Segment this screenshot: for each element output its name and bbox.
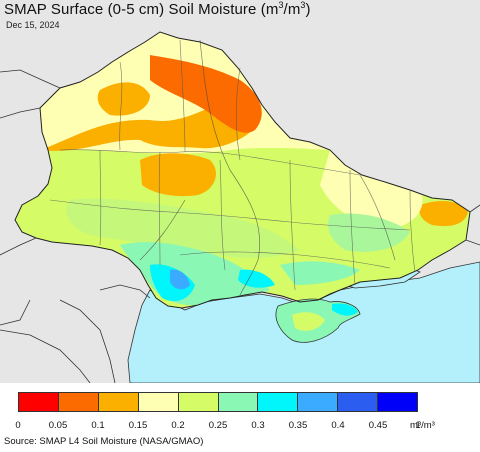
- legend-unit: m³/m³: [410, 420, 435, 431]
- legend-swatch: [58, 393, 99, 411]
- color-legend: 0 0.05 0.1 0.15 0.2 0.25 0.3 0.35 0.4 0.45 1 m³/m³…: [0, 383, 480, 452]
- map-date: Dec 15, 2024: [6, 20, 60, 30]
- soil-moisture-map: SMAP Surface (0-5 cm) Soil Moisture (m3/…: [0, 0, 480, 383]
- legend-tick-label: 0.4: [331, 420, 345, 431]
- legend-tick-label: 0: [15, 420, 21, 431]
- neighbor-borders: [0, 69, 480, 383]
- legend-tick-label: 0.15: [128, 420, 148, 431]
- legend-swatch: [19, 393, 59, 411]
- source-credit: Source: SMAP L4 Soil Moisture (NASA/GMAO…: [4, 436, 204, 447]
- map-canvas: [0, 31, 480, 383]
- legend-tick-label: 1: [415, 420, 421, 431]
- legend-swatch: [338, 393, 379, 411]
- legend-tick-label: 0.2: [171, 420, 185, 431]
- rivers: [139, 39, 396, 296]
- legend-swatch: [258, 393, 299, 411]
- legend-tick-label: 0.35: [288, 420, 308, 431]
- legend-swatch: [138, 393, 179, 411]
- legend-swatch: [98, 393, 139, 411]
- legend-swatch: [378, 393, 418, 411]
- legend-tick-label: 0.1: [91, 420, 105, 431]
- map-title: SMAP Surface (0-5 cm) Soil Moisture (m3/…: [4, 0, 311, 18]
- oblast-borders: [49, 39, 416, 291]
- legend-tick-label: 0.25: [208, 420, 228, 431]
- legend-color-bar: [18, 392, 418, 412]
- legend-tick-label: 0.3: [251, 420, 265, 431]
- legend-tick-label: 0.05: [48, 420, 68, 431]
- legend-swatch: [218, 393, 259, 411]
- legend-tick-label: 0.45: [368, 420, 388, 431]
- ukraine-outline: [14, 31, 471, 309]
- legend-swatch: [178, 393, 219, 411]
- legend-swatch: [298, 393, 339, 411]
